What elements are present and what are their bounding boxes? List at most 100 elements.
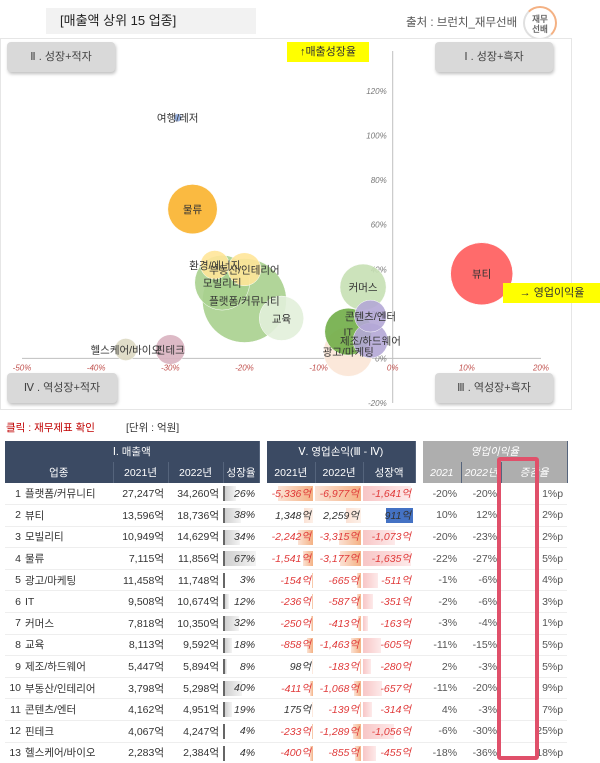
unit-note: [단위 : 억원] [126,422,180,434]
row-sales-2021-text: 7,115억 [128,553,164,566]
table-row[interactable]: 1 플랫폼/커뮤니티 27,247억 34,260억 26% -5,336억 -6,977억… [5,483,568,506]
row-op-2022: 2,259억 [315,504,364,527]
table-row[interactable]: 5 광고/마케팅 11,458억 11,748억 3% -154억 -665억 -511억 -1… [5,569,568,592]
row-margin-2021-text: -6% [438,725,458,738]
row-op-diff: -1,073억 [363,526,416,549]
table-row[interactable]: 4 물류 7,115억 11,856억 67% -1,541억 -3,177억 -1,635억… [5,547,568,570]
row-op-2021-text: 98억 [289,661,312,674]
row-op-2021-text: -233억 [280,725,312,738]
bubble-label: 뷰티 [472,269,491,281]
table-row[interactable]: 10 부동산/인테리어 3,798억 5,298억 40% -411억 -1,068억 -65… [5,677,568,700]
op-bar [354,680,362,696]
row-sales-2022-text: 34,260억 [177,488,219,501]
row-op-2021-text: -250억 [280,617,312,630]
row-sales-2022-text: 10,674억 [177,596,219,609]
row-margin-change-text: 3%p [542,595,564,608]
row-sales-2022-text: 5,894억 [183,661,219,674]
row-margin-change: 2%p [501,504,568,527]
row-margin-2022: 12% [461,504,502,527]
table-row[interactable]: 2 뷰티 13,596억 18,736억 38% 1,348억 2,259억 911억 10% 1… [5,504,568,527]
row-number: 12 [5,720,25,743]
row-margin-2022-text: -20% [472,487,498,500]
row-industry[interactable]: 헬스케어/바이오 [25,742,113,763]
row-sales-2022: 5,894억 [168,655,223,678]
col-header-growth: 성장율 [223,462,260,483]
quadrant-2-button[interactable]: Ⅱ . 성장+적자 [7,42,115,72]
table-row[interactable]: 13 헬스케어/바이오 2,283억 2,384억 4% -400억 -855억 -455억 -… [5,742,568,763]
row-growth: 40% [223,677,260,700]
op-bar [346,508,362,524]
row-margin-change: 25%p [501,720,568,743]
row-margin-2022: -30% [461,720,502,743]
table-row[interactable]: 11 콘텐츠/엔터 4,162억 4,951억 19% 175억 -139억 -314억 4% -… [5,698,568,722]
row-op-diff-text: -455억 [380,747,412,760]
row-industry[interactable]: 교육 [25,634,113,657]
row-op-diff-text: -163억 [380,617,412,630]
row-sales-2022: 4,951억 [168,698,223,722]
bubble-chart-panel: -50%-40%-30%-20%-10%0%10%20%-20%0%20%40%… [0,38,600,410]
row-industry[interactable]: 부동산/인테리어 [25,677,113,700]
row-margin-2021: 10% [423,504,462,527]
row-industry[interactable]: 커머스 [25,612,113,635]
table-row[interactable]: 9 제조/하드웨어 5,447억 5,894억 8% 98억 -183억 -280억 2% -3%… [5,655,568,678]
row-margin-change: 4%p [501,569,568,592]
row-industry[interactable]: 플랫폼/커뮤니티 [25,483,113,506]
op-bar [311,616,314,632]
op-bar [310,745,314,761]
row-op-2022-text: -183억 [328,661,360,674]
row-industry[interactable]: 콘텐츠/엔터 [25,698,113,722]
row-industry[interactable]: 뷰티 [25,504,113,527]
row-industry[interactable]: 물류 [25,547,113,570]
row-op-2022-text: -6,977억 [319,488,360,501]
row-number: 5 [5,569,25,592]
click-note[interactable]: 클릭 : 재무제표 확인 [6,422,95,434]
row-industry[interactable]: 제조/하드웨어 [25,655,113,678]
col-header-s22: 2022년 [168,462,224,483]
row-sales-2021: 2,283억 [113,742,168,763]
quadrant-1-button[interactable]: Ⅰ . 성장+흑자 [435,42,553,72]
y-tick-label: 40% [371,265,387,274]
quadrant-3-button[interactable]: Ⅲ . 역성장+흑자 [435,373,553,403]
row-op-2021-text: -236억 [280,596,312,609]
row-growth: 3% [223,569,260,592]
brand-logo[interactable]: 재무 선배 [523,6,557,40]
row-op-2021: -154억 [267,569,316,592]
row-number-text: 6 [15,595,21,608]
row-sales-2022-text: 11,748억 [178,574,219,587]
row-industry[interactable]: 핀테크 [25,720,113,743]
row-industry[interactable]: 광고/마케팅 [25,569,113,592]
bubble [450,242,513,306]
table-row[interactable]: 8 교육 8,113억 9,592억 18% -858억 -1,463억 -605억 -11% -… [5,634,568,657]
row-industry-text: 모빌리티 [25,531,64,544]
bubble [114,338,138,361]
row-growth: 8% [223,655,260,678]
row-margin-change-text: 7%p [542,703,564,716]
row-margin-2021: -1% [423,569,462,592]
row-number: 6 [5,590,25,614]
row-op-diff: -314억 [363,698,416,722]
row-margin-2022: -6% [461,569,502,592]
table-row[interactable]: 7 커머스 7,818억 10,350억 32% -250억 -413억 -163억 -3% -4… [5,612,568,635]
table-row[interactable]: 12 핀테크 4,067억 4,247억 4% -233억 -1,289억 -1,056억 -6… [5,720,568,743]
bubble-chart: -50%-40%-30%-20%-10%0%10%20%-20%0%20%40%… [13,51,549,408]
row-op-2021-text: -5,336억 [271,488,312,501]
row-sales-2021: 27,247억 [113,483,168,506]
diff-bar [386,508,414,524]
row-growth-text: 3% [239,574,256,587]
row-sales-2021: 8,113억 [113,634,168,657]
row-margin-2021: -11% [423,677,462,700]
quadrant-4-button[interactable]: Ⅳ . 역성장+적자 [7,373,117,403]
row-sales-2021: 5,447억 [113,655,168,678]
row-number-text: 4 [15,552,21,565]
op-bar [355,745,362,761]
row-industry[interactable]: IT [25,590,113,614]
x-tick-label: 10% [459,363,475,372]
table-row[interactable]: 6 IT 9,508억 10,674억 12% -236억 -587억 -351억 -2% -6%… [5,590,568,614]
growth-bar [223,486,236,501]
table-row[interactable]: 3 모빌리티 10,949억 14,629억 34% -2,242억 -3,315억 -1,0… [5,526,568,549]
row-margin-2021-text: -18% [432,746,458,759]
row-industry-text: 콘텐츠/엔터 [25,704,77,717]
row-industry[interactable]: 모빌리티 [25,526,113,549]
row-sales-2021: 13,596억 [113,504,168,527]
row-growth-text: 34% [234,530,256,543]
